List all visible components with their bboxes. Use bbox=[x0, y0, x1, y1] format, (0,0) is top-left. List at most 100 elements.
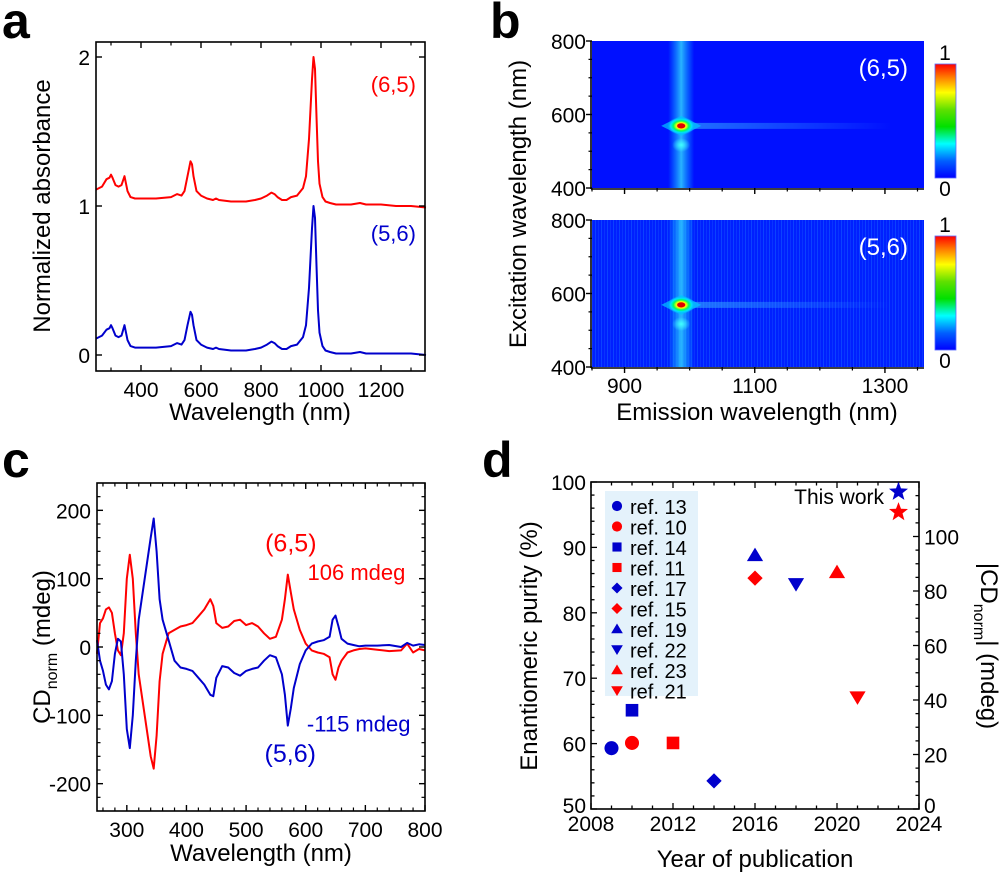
emission-stripe bbox=[668, 220, 695, 367]
colorbar-top: 1 0 bbox=[934, 42, 957, 201]
y-tick-label: 0 bbox=[79, 637, 91, 660]
x-axis-title: Wavelength (nm) bbox=[170, 840, 352, 867]
colorbar bbox=[934, 63, 957, 179]
y-axis-title-subscript: norm bbox=[44, 653, 61, 689]
heatmap-background bbox=[592, 41, 924, 188]
y-right-tick-label: 60 bbox=[924, 636, 947, 659]
excitation-streak bbox=[681, 301, 892, 308]
heatmap-6-5: (6,5) bbox=[592, 41, 924, 188]
x-axis-title: Year of publication bbox=[657, 846, 854, 873]
y-right-tick-label: 100 bbox=[924, 527, 959, 550]
legend-item: ref. 23 bbox=[611, 661, 687, 683]
x-tick-label: 1300 bbox=[862, 375, 909, 398]
annotation-1: 106 mdeg bbox=[308, 560, 406, 585]
legend-item: ref. 17 bbox=[611, 579, 687, 601]
x-tick-label: 700 bbox=[348, 819, 383, 842]
heatmap-background bbox=[592, 220, 924, 367]
panel-letter-c: c bbox=[2, 432, 30, 488]
legend-label: ref. 22 bbox=[630, 641, 687, 663]
legend-marker-diamond bbox=[611, 582, 623, 594]
colorbar-min-label: 0 bbox=[939, 350, 951, 373]
y-axis-title: Normalized absorbance bbox=[29, 79, 56, 332]
y-tick-label: 800 bbox=[551, 31, 586, 54]
legend-marker-circle bbox=[611, 500, 623, 512]
colorbar-bottom: 1 0 bbox=[934, 214, 957, 373]
series-line-5-6 bbox=[96, 517, 426, 750]
y-tick-label: 400 bbox=[551, 178, 586, 201]
x-tick-label: 500 bbox=[229, 819, 264, 842]
data-point-ref-13 bbox=[604, 741, 619, 756]
y-axis-title: Excitation wavelength (nm) bbox=[505, 60, 532, 348]
legend-label: ref. 11 bbox=[630, 559, 685, 581]
x-tick-label: 300 bbox=[109, 819, 144, 842]
annotation-0: (6,5) bbox=[265, 529, 316, 557]
y-tick-label: 800 bbox=[551, 210, 586, 233]
x-tick-label: 2020 bbox=[814, 813, 861, 836]
data-point-ref-22 bbox=[787, 578, 805, 592]
peak-core bbox=[677, 123, 686, 129]
data-point-ref-10 bbox=[624, 735, 640, 750]
y-tick-label: 70 bbox=[563, 668, 586, 691]
x-axis-title: Wavelength (nm) bbox=[169, 399, 351, 426]
annotation-5-6: (5,6) bbox=[371, 221, 416, 246]
y-tick-label: 100 bbox=[56, 569, 91, 592]
x-tick-label: 1000 bbox=[298, 379, 345, 402]
data-point-this-work-blue bbox=[889, 481, 908, 500]
series-line-6-5 bbox=[95, 56, 427, 209]
colorbar-min-label: 0 bbox=[939, 178, 951, 201]
legend-label: ref. 15 bbox=[630, 600, 687, 622]
y-axis-title-main: CD bbox=[29, 689, 56, 724]
y-tick-label: -100 bbox=[49, 705, 91, 728]
y-tick-label: 600 bbox=[551, 284, 586, 307]
y-tick-label: 0 bbox=[78, 345, 90, 368]
y-tick-label: 200 bbox=[56, 500, 91, 523]
plot-frame bbox=[95, 41, 426, 372]
annotation-6-5: (6,5) bbox=[371, 72, 416, 97]
x-tick-label: 2016 bbox=[732, 813, 779, 836]
legend-item: ref. 22 bbox=[611, 641, 687, 663]
y-axis-right-title-main: |CD bbox=[975, 563, 1000, 604]
panel-letter-b: b bbox=[490, 0, 521, 49]
data-point-ref-11 bbox=[666, 736, 680, 750]
legend-item: ref. 14 bbox=[612, 538, 687, 560]
legend-item: ref. 13 bbox=[611, 497, 687, 519]
legend-item: ref. 21 bbox=[611, 682, 687, 704]
y-axis-right-title-subscript: norm bbox=[970, 604, 987, 640]
y-tick-label: 2 bbox=[78, 47, 90, 70]
data-point-ref-21 bbox=[849, 691, 866, 705]
annotation-2: -115 mdeg bbox=[307, 712, 411, 737]
data-point-this-work-red bbox=[889, 502, 908, 521]
y-tick-label: 90 bbox=[563, 537, 586, 560]
x-tick-label: 400 bbox=[169, 819, 204, 842]
legend-marker-circle bbox=[611, 521, 623, 532]
y-tick-label: -200 bbox=[49, 774, 91, 797]
y-tick-label: 100 bbox=[551, 472, 586, 495]
colorbar-max-label: 1 bbox=[939, 214, 951, 237]
peak-core bbox=[677, 302, 686, 308]
y-axis-right-title-units: | (mdeg) bbox=[975, 640, 1000, 729]
legend-item: ref. 11 bbox=[612, 559, 685, 581]
y-axis-title-right: |CDnorm| (mdeg) bbox=[970, 563, 1000, 729]
excitation-streak bbox=[681, 122, 892, 129]
annotation-3: (5,6) bbox=[265, 740, 316, 768]
x-tick-label: 800 bbox=[243, 379, 278, 402]
y-axis-title: CDnorm (mdeg) bbox=[29, 570, 61, 724]
legend-label: ref. 14 bbox=[630, 538, 687, 560]
colorbar-max-label: 1 bbox=[939, 42, 951, 65]
data-point-ref-14 bbox=[625, 703, 639, 717]
heatmap-label-6-5: (6,5) bbox=[859, 55, 908, 82]
x-tick-label: 400 bbox=[123, 379, 158, 402]
y-right-tick-label: 0 bbox=[924, 795, 936, 818]
legend-item: ref. 19 bbox=[611, 620, 687, 642]
x-tick-label: 900 bbox=[607, 375, 642, 398]
legend-marker-square bbox=[612, 562, 622, 573]
panel-letter-a: a bbox=[2, 0, 31, 49]
panel-letter-d: d bbox=[482, 432, 513, 488]
y-axis-title-units: (mdeg) bbox=[29, 570, 56, 653]
y-tick-label: 600 bbox=[551, 105, 586, 128]
legend-marker-square bbox=[612, 542, 622, 552]
heatmap-5-6: (5,6) bbox=[592, 220, 924, 367]
